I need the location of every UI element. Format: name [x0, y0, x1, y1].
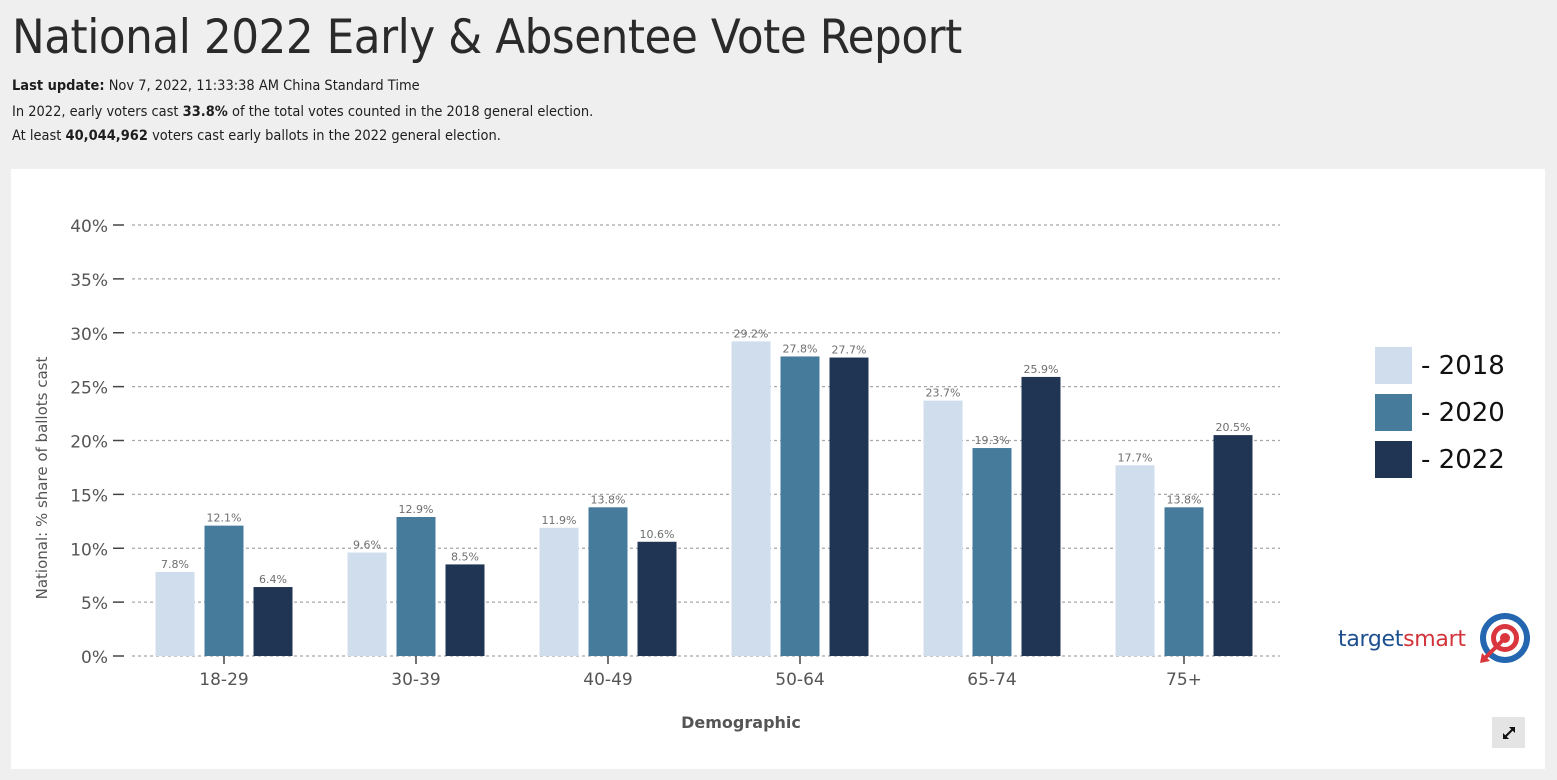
bar-2018-65-74: [923, 400, 963, 656]
legend-item-2018: - 2018: [1375, 342, 1505, 389]
data-label-2022-50-64: 27.7%: [832, 344, 867, 357]
bar-2020-30-39: [396, 517, 436, 656]
expand-button[interactable]: [1492, 717, 1525, 748]
data-label-2020-50-64: 27.8%: [783, 342, 818, 355]
page-title: National 2022 Early & Absentee Vote Repo…: [12, 10, 962, 65]
bar-2022-50-64: [829, 357, 869, 656]
targetsmart-logo[interactable]: targetsmart: [1338, 611, 1530, 667]
bar-2022-30-39: [445, 564, 485, 656]
legend-label-2020: - 2020: [1421, 397, 1505, 428]
chart-legend: - 2018 - 2020 - 2022: [1375, 342, 1505, 483]
bar-2020-65-74: [972, 448, 1012, 656]
early-share-value: 33.8%: [182, 104, 228, 120]
data-label-2020-75+: 13.8%: [1167, 493, 1202, 506]
data-label-2022-65-74: 25.9%: [1024, 363, 1059, 376]
y-tick-label: 40%: [70, 217, 108, 237]
legend-swatch-2022: [1375, 441, 1412, 478]
x-tick-label: 40-49: [583, 670, 632, 690]
bar-2018-18-29: [155, 571, 195, 656]
bar-2018-75+: [1115, 465, 1155, 656]
x-tick-label: 30-39: [391, 670, 440, 690]
y-tick-label: 15%: [70, 486, 108, 506]
y-tick-label: 0%: [81, 648, 108, 668]
early-count-value: 40,044,962: [65, 128, 148, 144]
bar-2020-50-64: [780, 356, 820, 656]
legend-swatch-2018: [1375, 347, 1412, 384]
y-axis-label: National: % share of ballots cast: [33, 357, 51, 600]
x-axis-label: Demographic: [681, 713, 801, 732]
bar-2022-65-74: [1021, 376, 1061, 656]
bar-2022-40-49: [637, 541, 677, 656]
data-label-2018-30-39: 9.6%: [353, 539, 381, 552]
data-label-2022-18-29: 6.4%: [259, 573, 287, 586]
x-tick-label: 18-29: [199, 670, 248, 690]
bar-2020-40-49: [588, 507, 628, 656]
data-label-2020-65-74: 19.3%: [975, 434, 1010, 447]
early-share-suffix: of the total votes counted in the 2018 g…: [232, 104, 594, 120]
chart-panel: [11, 169, 1545, 769]
x-tick-label: 75+: [1166, 670, 1202, 690]
early-count-line: At least 40,044,962 voters cast early ba…: [12, 128, 501, 144]
data-label-2018-75+: 17.7%: [1118, 451, 1153, 464]
x-tick-label: 65-74: [967, 670, 1016, 690]
data-label-2018-50-64: 29.2%: [734, 327, 769, 340]
bar-2020-75+: [1164, 507, 1204, 656]
y-tick-label: 20%: [70, 433, 108, 453]
target-bullseye-icon: [1479, 613, 1530, 663]
y-tick-label: 30%: [70, 325, 108, 345]
data-label-2020-30-39: 12.9%: [399, 503, 434, 516]
legend-label-2022: - 2022: [1421, 444, 1505, 475]
data-label-2022-75+: 20.5%: [1216, 421, 1251, 434]
data-label-2022-40-49: 10.6%: [640, 528, 675, 541]
last-update-value: Nov 7, 2022, 11:33:38 AM China Standard …: [108, 78, 420, 94]
data-label-2020-18-29: 12.1%: [207, 512, 242, 525]
early-count-suffix: voters cast early ballots in the 2022 ge…: [152, 128, 501, 144]
bar-2018-30-39: [347, 552, 387, 656]
y-tick-label: 10%: [70, 540, 108, 560]
bar-2018-50-64: [731, 341, 771, 656]
legend-item-2020: - 2020: [1375, 389, 1505, 436]
y-tick-label: 5%: [81, 594, 108, 614]
early-count-prefix: At least: [12, 128, 62, 144]
legend-swatch-2020: [1375, 394, 1412, 431]
x-tick-label: 50-64: [775, 670, 824, 690]
legend-label-2018: - 2018: [1421, 350, 1505, 381]
legend-item-2022: - 2022: [1375, 436, 1505, 483]
y-tick-label: 25%: [70, 379, 108, 399]
logo-wordmark: targetsmart: [1338, 626, 1466, 652]
last-update-line: Last update: Nov 7, 2022, 11:33:38 AM Ch…: [12, 78, 420, 94]
data-label-2022-30-39: 8.5%: [451, 550, 479, 563]
data-label-2018-18-29: 7.8%: [161, 558, 189, 571]
y-tick-label: 35%: [70, 271, 108, 291]
bar-2022-75+: [1213, 435, 1253, 656]
bar-2018-40-49: [539, 527, 579, 656]
early-share-prefix: In 2022, early voters cast: [12, 104, 179, 120]
expand-arrows-icon: [1502, 726, 1515, 739]
data-label-2018-40-49: 11.9%: [542, 514, 577, 527]
data-label-2020-40-49: 13.8%: [591, 493, 626, 506]
data-label-2018-65-74: 23.7%: [926, 387, 961, 400]
bar-2020-18-29: [204, 525, 244, 656]
early-share-line: In 2022, early voters cast 33.8% of the …: [12, 104, 593, 120]
last-update-label: Last update:: [12, 78, 105, 94]
bar-2022-18-29: [253, 587, 293, 656]
